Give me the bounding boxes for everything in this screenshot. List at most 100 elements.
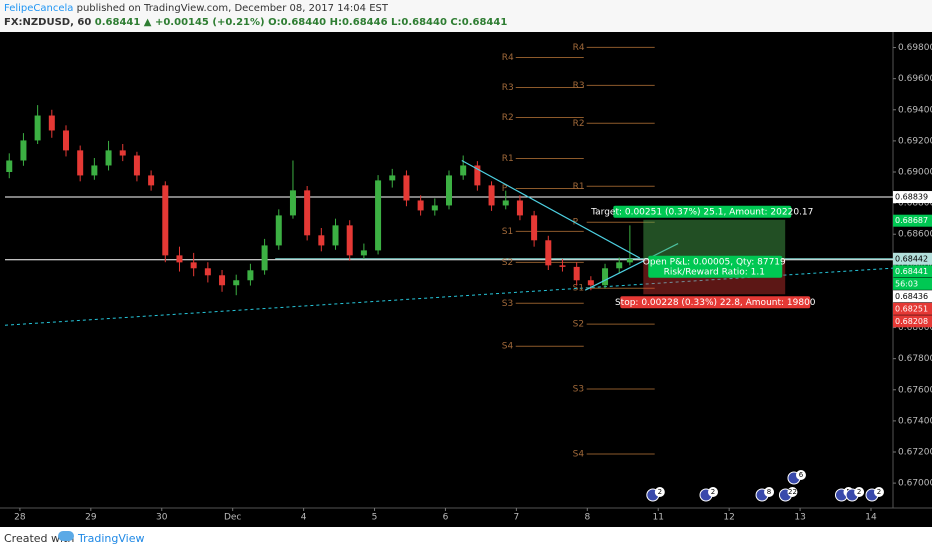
published: published on TradingView.com, December 0… — [73, 3, 388, 14]
pivot-label: S3 — [502, 299, 513, 309]
pivot-label: S1 — [573, 284, 584, 294]
pivot-label: S2 — [573, 320, 584, 330]
candle-body — [162, 185, 169, 256]
created-with: Created with — [4, 532, 75, 545]
stop-text-box — [620, 296, 811, 309]
candle-body — [573, 266, 580, 281]
candle-body — [587, 280, 594, 286]
x-tick-label: 7 — [514, 513, 520, 523]
chart: 0.67000 0.67200 0.67400 0.67600 0.67800 0.680… — [0, 32, 932, 527]
candle-body — [531, 215, 538, 241]
price-label: 0.68839 — [895, 193, 928, 202]
x-tick-label: 8 — [584, 513, 590, 523]
price-label-box — [893, 214, 932, 227]
price-label-box — [893, 290, 932, 303]
drawing — [461, 159, 641, 259]
pivot-label: S3 — [573, 385, 584, 395]
pivot-label: S2 — [502, 258, 513, 268]
price-label: 0.68436 — [895, 292, 928, 301]
candle-body — [545, 240, 552, 266]
event-badge — [787, 487, 798, 497]
x-tick-label: 11 — [653, 513, 664, 523]
x-tick-label: 5 — [372, 513, 378, 523]
pivot-label: S1 — [502, 227, 513, 237]
candle-body — [474, 165, 481, 186]
x-tick-label: 28 — [14, 513, 26, 523]
candle-body — [460, 165, 467, 176]
price-label-box — [893, 315, 932, 328]
event-badge — [708, 487, 719, 497]
symbol: FX:NZDUSD, 60 — [4, 17, 92, 28]
pivot-label: R2 — [573, 119, 585, 129]
candle-body — [446, 175, 452, 206]
event-count: 2 — [877, 488, 881, 496]
price-label-box — [893, 252, 932, 265]
target-text: Target: 0.00251 (0.37%) 25.1, Amount: 20… — [590, 207, 813, 217]
x-tick-label: 29 — [85, 513, 97, 523]
candle-body — [105, 150, 112, 166]
price-label: 0.68687 — [895, 216, 928, 225]
event-count: 2 — [711, 488, 715, 496]
candle-body — [62, 130, 69, 151]
pivot-label: R1 — [573, 182, 585, 192]
candle-body — [261, 245, 268, 271]
last-price: 0.68441 — [94, 17, 141, 28]
pivot-label: S4 — [573, 450, 585, 460]
price-label-box — [893, 277, 932, 290]
candle-body — [488, 185, 495, 206]
trendline — [4, 267, 894, 326]
drawing — [584, 243, 679, 291]
footer: Created with TradingView — [0, 527, 932, 550]
y-tick-label: 0.68000 — [898, 323, 932, 333]
y-tick-label: 0.67600 — [898, 385, 932, 395]
y-tick-label: 0.69000 — [898, 168, 932, 178]
target-text-box — [613, 205, 792, 218]
price-label: 56:03 — [895, 279, 918, 288]
y-tick-label: 0.68600 — [898, 230, 932, 240]
y-tick-label: 0.69600 — [898, 74, 932, 84]
pivot-label: P — [502, 184, 508, 194]
candle-body — [148, 175, 155, 186]
candle-body — [275, 215, 282, 246]
pnl-box — [648, 255, 783, 278]
pivot-label: R1 — [502, 154, 514, 164]
candle-body — [346, 225, 353, 256]
candle-body — [602, 268, 609, 286]
candle-body — [34, 115, 41, 141]
price-label: 0.68208 — [895, 317, 928, 326]
event-count: 8 — [767, 488, 771, 496]
author[interactable]: FelipeCancela — [4, 3, 74, 14]
price-label-box — [893, 265, 932, 278]
pnl-text: Open P&L: 0.00005, Qty: 87719 — [643, 257, 786, 267]
event-count: 6 — [799, 471, 804, 479]
candle-body — [502, 200, 509, 206]
event-badge — [795, 470, 806, 480]
candle-body — [233, 280, 240, 286]
y-tick-label: 0.69400 — [898, 105, 932, 115]
ohlc: O:0.68440 H:0.68446 L:0.68440 C:0.68441 — [268, 17, 508, 28]
y-tick-label: 0.67400 — [898, 416, 932, 426]
price-label: 0.68441 — [895, 267, 928, 276]
candle-body — [219, 275, 226, 286]
x-tick-label: Dec — [224, 513, 241, 523]
candle-body — [559, 265, 566, 267]
candle-body — [304, 190, 311, 236]
candle-body — [190, 262, 197, 269]
x-tick-label: 6 — [443, 513, 449, 523]
y-tick-label: 0.67200 — [898, 448, 932, 458]
rr-text: Risk/Reward Ratio: 1.1 — [664, 267, 765, 277]
change: ▲ +0.00145 (+0.21%) — [143, 17, 265, 28]
x-tick-label: 4 — [301, 513, 307, 523]
x-tick-label: 13 — [794, 513, 805, 523]
event-count: 22 — [788, 488, 797, 496]
x-tick-label: 14 — [865, 513, 877, 523]
y-tick-label: 0.67000 — [898, 479, 932, 489]
candle-body — [318, 235, 325, 246]
pivot-label: R3 — [502, 83, 514, 93]
candle-body — [403, 175, 410, 201]
price-label-box — [893, 191, 932, 204]
y-tick-label: 0.69200 — [898, 136, 932, 146]
candle-body — [77, 150, 84, 176]
candle-body — [176, 255, 183, 263]
brand[interactable]: TradingView — [78, 532, 145, 545]
